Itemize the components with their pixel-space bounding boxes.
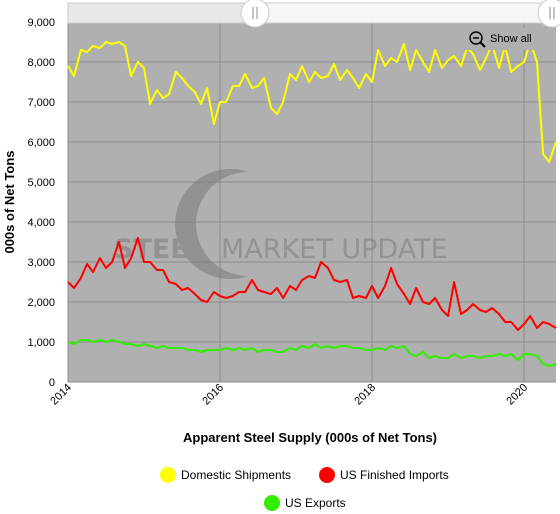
y-tick-label: 8,000 [27,57,55,69]
y-axis-title: 000s of Net Tons [2,150,17,253]
watermark-logo: STEEL MARKET UPDATE [114,169,448,279]
series-line-2 [67,339,557,367]
x-axis-title: Apparent Steel Supply (000s of Net Tons) [183,430,437,445]
navigator-left-handle[interactable] [240,0,270,28]
series-lines [67,41,557,367]
legend-label-0: Domestic Shipments [181,468,291,482]
show-all-label[interactable]: Show all [490,33,532,45]
plot-area-background [68,22,556,382]
series-line-1 [67,237,557,331]
legend-marker-0 [160,467,176,483]
x-tick-label: 2016 [200,382,226,408]
y-tick-label: 3,000 [27,257,55,269]
legend-marker-2 [264,495,280,511]
legend: Domestic Shipments US Finished Imports US … [160,467,449,511]
y-tick-label: 7,000 [27,97,55,109]
navigator-selected-range[interactable] [254,2,557,24]
x-tick-label: 2020 [504,382,530,408]
watermark-text-bold: STEEL [114,234,206,265]
legend-marker-1 [319,467,335,483]
series-line-0 [67,41,557,163]
y-tick-label: 0 [49,377,55,389]
navigator-right-handle[interactable] [537,0,560,28]
legend-label-1: US Finished Imports [340,468,449,482]
y-tick-label: 1,000 [27,337,55,349]
y-tick-label: 6,000 [27,137,55,149]
y-tick-label: 4,000 [27,217,55,229]
watermark-swoosh [175,169,248,279]
x-axis-tick-labels: 2014 2016 2018 2020 [48,382,530,408]
y-tick-label: 9,000 [27,17,55,29]
y-axis-tick-labels: 0 1,000 2,000 3,000 4,000 5,000 6,000 7,000 8,00… [27,17,55,389]
x-tick-label: 2018 [352,382,378,408]
show-all-button[interactable]: Show all [462,28,546,50]
navigator-bar[interactable] [67,0,560,28]
y-tick-label: 2,000 [27,297,55,309]
watermark-text-rest: MARKET UPDATE [221,234,448,265]
legend-label-2: US Exports [285,496,346,510]
zoom-out-icon [469,31,486,48]
y-tick-label: 5,000 [27,177,55,189]
